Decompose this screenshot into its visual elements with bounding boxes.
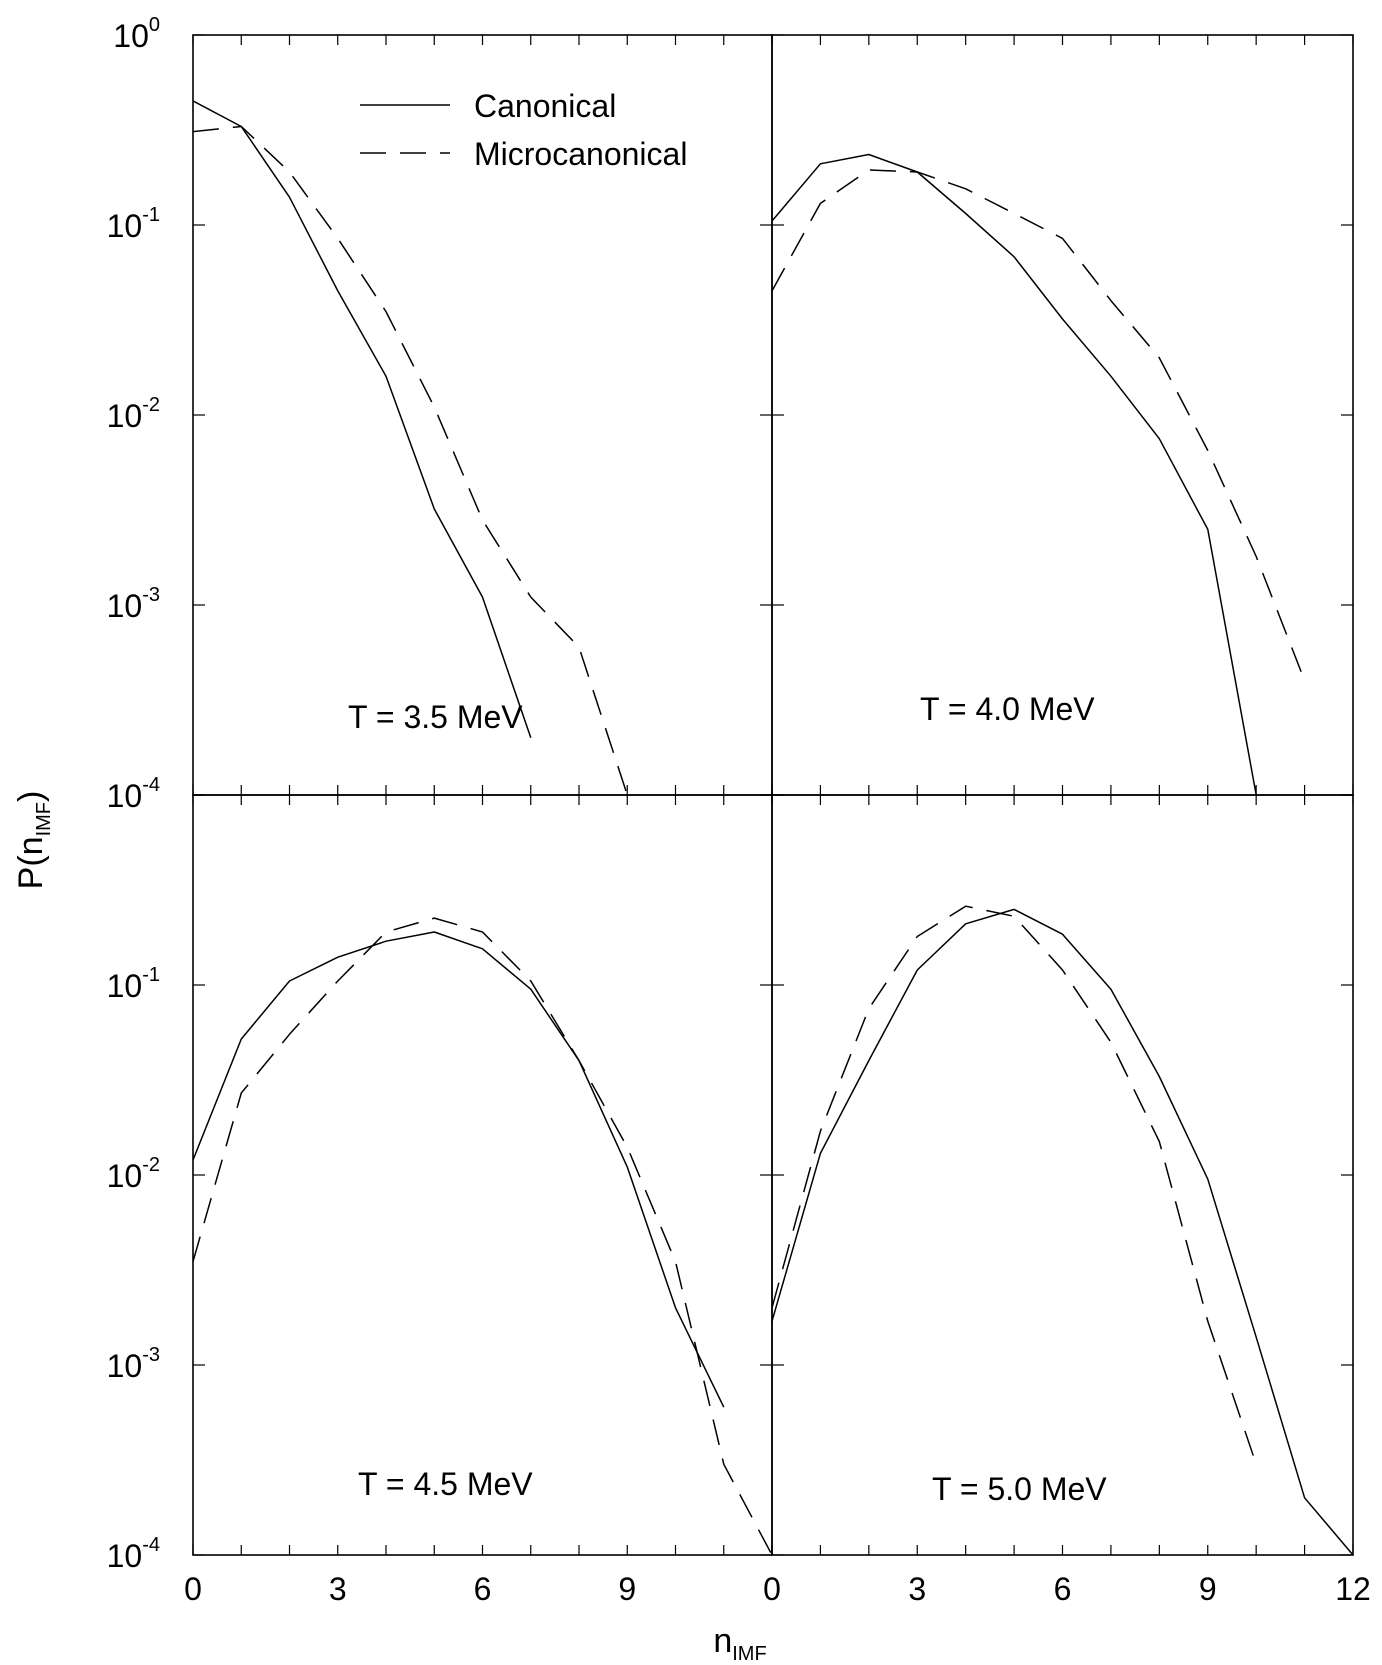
legend: Canonical Microcanonical [360, 88, 687, 172]
x-tick-label: 9 [618, 1571, 636, 1607]
x-tick-label: 6 [474, 1571, 492, 1607]
y-tick-label: 10-1 [107, 964, 160, 1004]
y-axis-title-sub: IMF [33, 802, 55, 836]
panel-label-bottom-right: T = 5.0 MeV [932, 1471, 1107, 1507]
y-tick-label: 100 [113, 14, 160, 54]
series-canonical-bottom-right [771, 908, 1354, 1556]
series-microcanonical-bottom-left [192, 917, 773, 1556]
series-layer [192, 100, 1354, 1556]
y-tick-label: 10-3 [107, 584, 160, 624]
y-tick-label: 10-1 [107, 204, 160, 244]
series-canonical-bottom-left [192, 931, 725, 1408]
x-tick-label: 0 [763, 1571, 781, 1607]
y-tick-label: 10-4 [107, 1534, 160, 1574]
series-microcanonical-top-left [192, 125, 629, 796]
x-tick-label: 12 [1335, 1571, 1371, 1607]
panel-label-bottom-left: T = 4.5 MeV [358, 1466, 533, 1502]
x-axis-title-main: n [713, 1622, 732, 1660]
tick-layer [192, 34, 1354, 1556]
panel-frame-bottom-right [771, 794, 1354, 1556]
panel-label-top-right: T = 4.0 MeV [920, 691, 1095, 727]
y-tick-label: 10-3 [107, 1344, 160, 1384]
panel-frame-bottom-left [192, 794, 773, 1556]
x-axis-title-sub: IMF [732, 1643, 766, 1665]
legend-label-microcanonical: Microcanonical [474, 136, 687, 172]
y-axis-title-main: P(n [12, 836, 50, 889]
x-tick-label: 6 [1054, 1571, 1072, 1607]
panel-label-top-left: T = 3.5 MeV [348, 699, 523, 735]
x-tick-label: 3 [329, 1571, 347, 1607]
label-layer: T = 3.5 MeV T = 4.0 MeV T = 4.5 MeV 0 3 6 9 T =… [107, 14, 1371, 1607]
x-tick-label: 0 [184, 1571, 202, 1607]
y-tick-label: 10-4 [107, 774, 160, 814]
panel-frame-top-right [771, 34, 1354, 796]
series-canonical-top-right [771, 153, 1257, 796]
series-canonical-top-left [192, 100, 532, 739]
x-tick-label: 3 [908, 1571, 926, 1607]
y-tick-label: 10-2 [107, 1154, 160, 1194]
y-axis-title: P(nIMF) [12, 791, 55, 890]
series-microcanonical-top-right [771, 169, 1306, 681]
x-axis-title: nIMF [713, 1622, 766, 1665]
y-axis-title-close: ) [12, 791, 50, 802]
series-microcanonical-bottom-right [771, 905, 1257, 1465]
y-tick-label: 10-2 [107, 394, 160, 434]
x-tick-label: 9 [1199, 1571, 1217, 1607]
legend-label-canonical: Canonical [474, 88, 616, 124]
